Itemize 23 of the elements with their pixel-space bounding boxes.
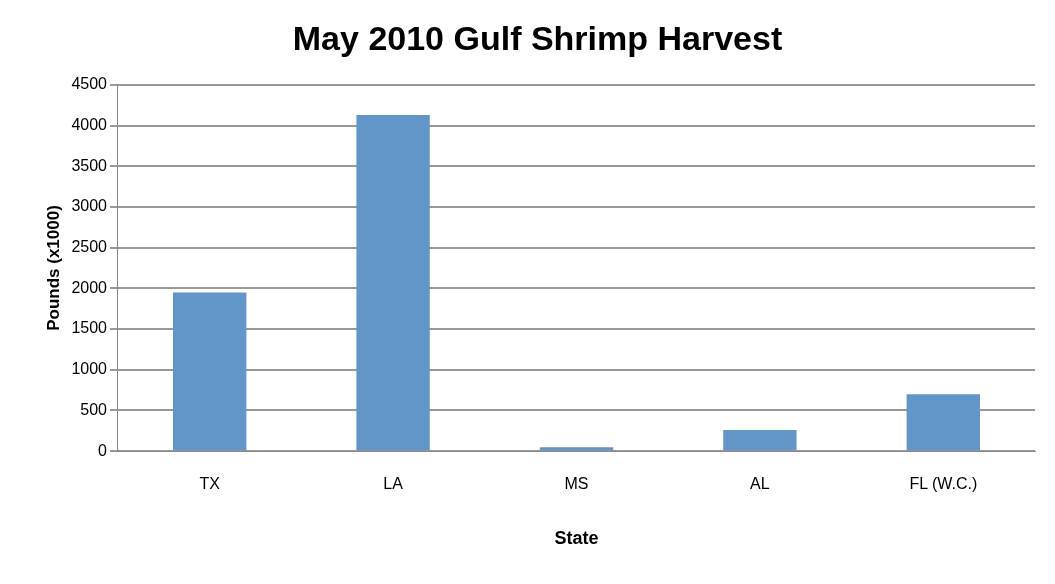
y-tick-label: 3000 — [71, 197, 108, 215]
y-axis-title: Pounds (x1000) — [43, 205, 63, 331]
y-tick-label: 4500 — [71, 75, 108, 93]
x-tick-label: LA — [383, 475, 404, 493]
bar — [539, 447, 614, 451]
y-tick-label: 2000 — [71, 278, 108, 296]
bar — [173, 292, 247, 451]
y-tick-label: 4000 — [71, 115, 108, 133]
bar — [356, 114, 430, 451]
x-axis-title: State — [554, 528, 599, 549]
y-tick-label: 500 — [80, 400, 108, 418]
x-tick-label: FL (W.C.) — [909, 475, 978, 493]
x-tick-label: TX — [199, 475, 221, 493]
chart-title: May 2010 Gulf Shrimp Harvest — [292, 18, 783, 57]
y-tick-label: 3500 — [71, 156, 108, 174]
x-tick-label: MS — [564, 475, 589, 493]
bar — [723, 430, 797, 451]
y-tick-label: 1000 — [71, 360, 108, 378]
y-tick-label: 1500 — [71, 319, 108, 337]
y-tick-label: 0 — [98, 441, 108, 459]
x-tick-label: AL — [750, 475, 770, 493]
y-tick-label: 2500 — [71, 238, 108, 256]
bar — [906, 394, 980, 451]
